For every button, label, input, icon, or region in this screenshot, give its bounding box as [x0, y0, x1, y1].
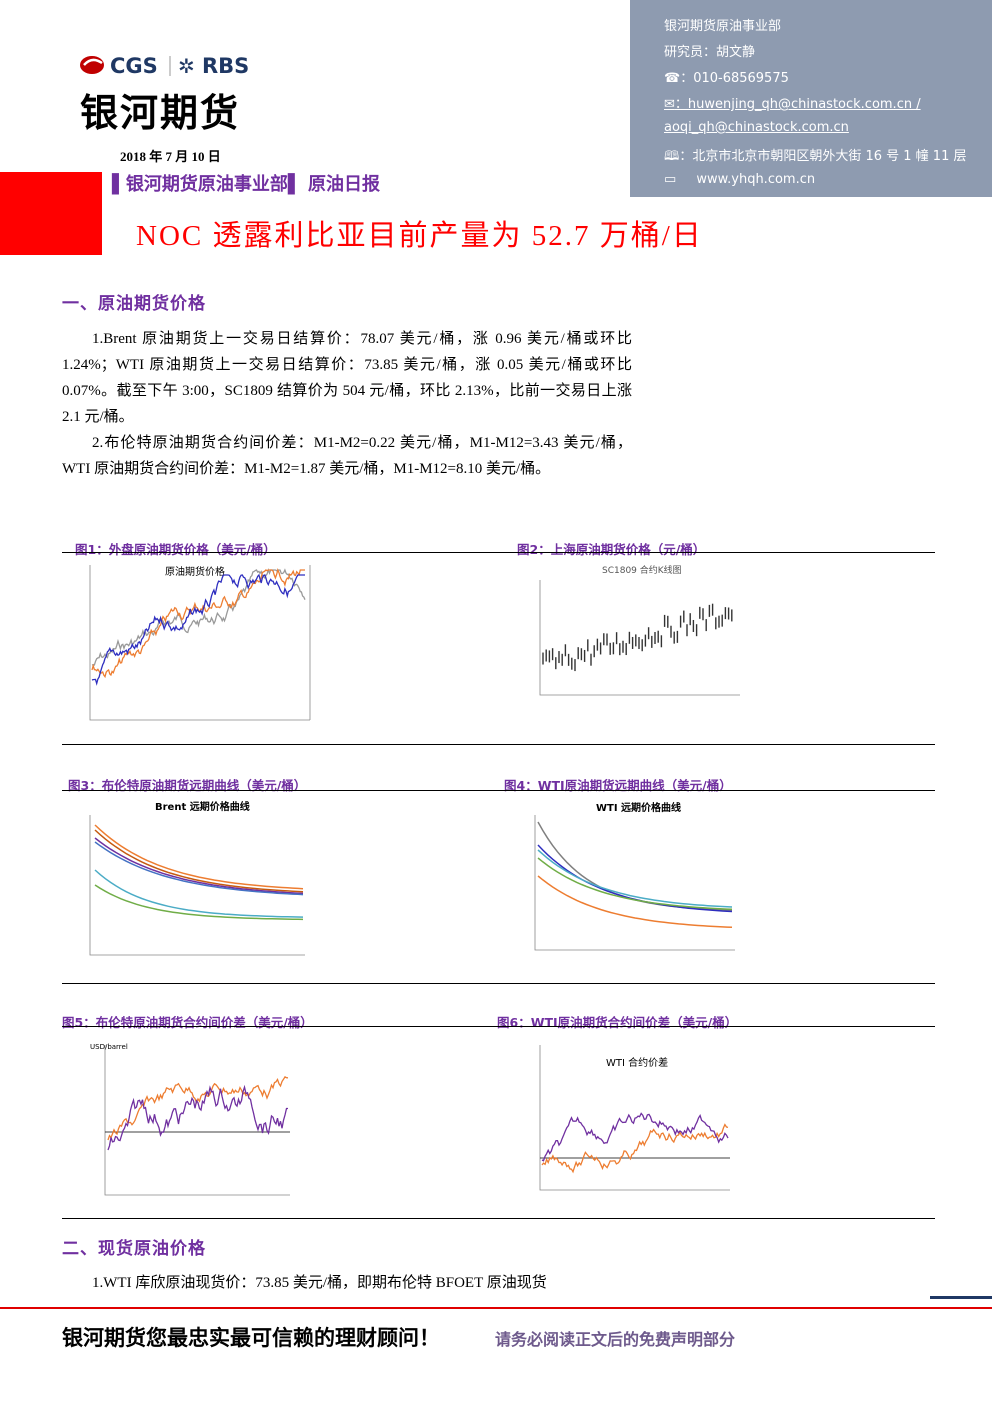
- rule: [62, 983, 935, 984]
- report-line: ▌银河期货原油事业部▌ 原油日报: [112, 174, 380, 195]
- paragraph: 1.Brent 原油期货上一交易日结算价：78.07 美元/桶，涨 0.96 美…: [62, 331, 632, 425]
- title: NOC 透露利比亚目前产量为 52.7 万桶/日: [136, 220, 703, 252]
- chart-title: 原油期货价格: [165, 565, 225, 578]
- section-heading: 二、现货原油价格: [62, 1239, 206, 1258]
- paragraph: 1.WTI 库欣原油现货价：73.85 美元/桶，即期布伦特 BFOET 原油现…: [92, 1275, 547, 1291]
- paragraph: 2.布伦特原油期货合约间价差：M1-M2=0.22 美元/桶，M1-M12=3.…: [62, 435, 632, 477]
- footer-rule: [0, 1307, 992, 1309]
- page-marker: [930, 1296, 992, 1299]
- logo-partner: RBS: [202, 54, 249, 78]
- rule: [62, 552, 935, 553]
- contact-line: 研究员：胡文静: [664, 45, 756, 60]
- plot-line: [89, 815, 305, 956]
- address: ：北京市北京市朝阳区朝外大街 16 号 1 幢 11 层: [679, 149, 967, 164]
- figure-caption: 图5：布伦特原油期货合约间价差（美元/桶）: [62, 1014, 313, 1030]
- email: ：huwenjing_qh@chinastock.com.cn /: [674, 97, 921, 112]
- plot-line: [94, 884, 304, 921]
- figure-caption: 图4：WTI原油期货远期曲线（美元/桶）: [504, 777, 732, 793]
- plot-line: [541, 1112, 729, 1162]
- phone: ：010-68569575: [680, 71, 789, 86]
- contact-line: ▭ www.yhqh.com.cn: [664, 172, 816, 187]
- contact-line: 银河期货原油事业部: [664, 19, 782, 34]
- figure-caption: 图3：布伦特原油期货远期曲线（美元/桶）: [68, 777, 307, 793]
- figure-caption: 图6：WTI原油期货合约间价差（美元/桶）: [497, 1014, 738, 1030]
- plot-line: [107, 1076, 289, 1141]
- plot-line: [539, 580, 740, 696]
- plot-line: [94, 829, 304, 893]
- plot-line: [537, 875, 733, 929]
- plot-line: [94, 869, 304, 918]
- plot-line: [91, 567, 306, 666]
- chart-title: USD/barrel: [90, 1043, 128, 1051]
- chart-title: WTI 远期价格曲线: [596, 801, 681, 814]
- rule: [62, 1218, 935, 1219]
- contact-line: 🕮：北京市北京市朝阳区朝外大街 16 号 1 幢 11 层: [664, 149, 967, 164]
- logo-swoosh: [83, 58, 103, 66]
- company: 银河期货: [80, 91, 241, 135]
- plot-line: [94, 824, 304, 890]
- section-heading: 一、原油期货价格: [62, 294, 206, 313]
- contact-line: ☎：010-68569575: [664, 71, 789, 86]
- plot-line: [107, 1084, 288, 1151]
- plot-line: [541, 1123, 729, 1174]
- plot-line: [537, 857, 733, 911]
- chart-title: WTI 合约价差: [606, 1056, 668, 1069]
- plot-line: [91, 573, 305, 686]
- red-block: [0, 172, 102, 255]
- website: www.yhqh.com.cn: [696, 172, 816, 187]
- logo-star: ✲: [178, 54, 195, 78]
- rule: [62, 1026, 935, 1027]
- logo-en: CGS: [110, 54, 158, 78]
- logo: CGS ✲ RBS: [80, 54, 249, 78]
- chart-title: Brent 远期价格曲线: [155, 800, 250, 813]
- contact-box: 银河期货原油事业部 研究员：胡文静 ☎：010-68569575 ✉：huwen…: [630, 0, 992, 197]
- plot-line: [537, 849, 733, 908]
- contact-line: ✉：huwenjing_qh@chinastock.com.cn /: [664, 97, 921, 112]
- plot-line: [104, 1045, 290, 1196]
- report: 原油日报: [307, 174, 380, 195]
- date: 2018 年 7 月 10 日: [120, 149, 221, 164]
- plot-line: [539, 1045, 730, 1191]
- plot-line: [94, 841, 304, 896]
- plot-line: [94, 837, 304, 895]
- plot-line: [534, 815, 735, 951]
- rule: [62, 790, 935, 791]
- department: 银河期货原油事业部: [125, 174, 288, 195]
- contact-line: aoqi_qh@chinastock.com.cn: [664, 120, 849, 135]
- slogan: 银河期货您最忠实最可信赖的理财顾问！: [62, 1326, 440, 1350]
- chart-title: SC1809 合约K线图: [602, 564, 682, 576]
- plot-line: [89, 565, 310, 721]
- rule: [62, 744, 935, 745]
- disclaimer: 请务必阅读正文后的免费声明部分: [495, 1330, 736, 1349]
